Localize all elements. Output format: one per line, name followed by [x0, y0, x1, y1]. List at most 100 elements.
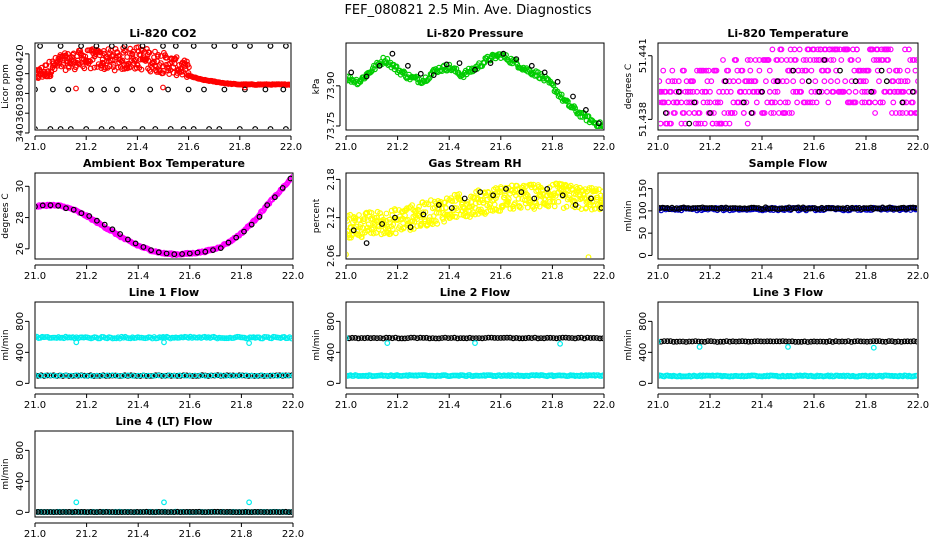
data-point-main [792, 57, 799, 63]
data-point-main [747, 67, 754, 74]
x-tick-label: 21.6 [179, 271, 201, 282]
data-point-main [911, 57, 917, 63]
data-point-main [899, 110, 906, 116]
data-point-reference [220, 509, 227, 515]
data-point-main [731, 110, 738, 116]
x-tick-label: 21.8 [230, 529, 252, 540]
data-point-main [815, 46, 821, 53]
data-point-reference [912, 205, 917, 211]
data-point-high [593, 335, 600, 341]
data-point-main [747, 57, 754, 63]
data-point-reference [118, 509, 125, 515]
data-point-high [445, 335, 452, 342]
data-point-reference [69, 509, 76, 515]
data-point-main [375, 226, 382, 233]
data-point-outliers [347, 335, 349, 341]
data-point-low [600, 372, 603, 379]
data-point-main [870, 57, 877, 63]
figure-title: FEF_080821 2.5 Min. Ave. Diagnostics [344, 3, 591, 18]
data-point-main [670, 99, 677, 106]
data-point-main [681, 67, 687, 74]
data-point-reference [662, 110, 669, 116]
data-point-high [914, 338, 917, 345]
data-point-high [581, 335, 588, 342]
data-point-reference [190, 126, 197, 129]
data-point-main [813, 99, 820, 106]
y-tick-label: 150 [638, 179, 649, 198]
panel-title: Sample Flow [749, 157, 828, 170]
data-point-main [583, 204, 590, 211]
data-point-high [494, 335, 501, 341]
data-point-main [556, 91, 563, 98]
x-tick-label: 21.4 [127, 271, 149, 282]
data-point-low [81, 372, 88, 379]
data-point-high [717, 338, 724, 345]
data-point-main [694, 67, 700, 74]
data-point-high [36, 334, 38, 341]
data-point-main [462, 208, 469, 214]
panel-title: Li-820 CO2 [129, 27, 196, 40]
data-point-high [288, 335, 292, 342]
data-point-reference [217, 245, 224, 252]
data-point-scatter-band [110, 62, 117, 68]
data-point-main [850, 46, 856, 53]
data-point-main [359, 224, 366, 231]
data-point-reference [36, 509, 38, 515]
data-point-reference [272, 194, 278, 201]
data-point-reference [283, 126, 289, 129]
data-point-reference [217, 509, 224, 515]
data-point-reference [101, 86, 107, 93]
data-point-low-cyan [284, 372, 291, 379]
data-point-scatter-band [146, 49, 153, 56]
data-point-reference [160, 44, 166, 49]
panel-title: Li-820 Pressure [427, 27, 524, 40]
data-point-main [659, 99, 661, 106]
data-point-reference [214, 508, 221, 515]
data-point-main [688, 99, 695, 106]
data-point-high [770, 338, 777, 345]
y-axis-label: ml/min [312, 329, 322, 360]
data-point-main [896, 110, 903, 116]
data-point-main [686, 110, 693, 116]
data-point-low-cyan [119, 372, 126, 379]
data-point-main [803, 57, 810, 63]
data-point-high [221, 335, 228, 342]
data-point-main [698, 120, 704, 127]
data-point-reference [139, 44, 146, 49]
data-point-low-cyan [52, 372, 59, 379]
data-point-reference [81, 509, 88, 515]
data-point-main [400, 225, 407, 232]
data-point-high [842, 338, 849, 345]
data-point-high [522, 335, 529, 342]
data-point-main [392, 230, 399, 237]
y-tick-label: 26 [15, 242, 26, 255]
y-axis-label: percent [312, 198, 322, 233]
data-point-main [774, 88, 781, 95]
data-point-main [742, 88, 748, 95]
data-point-main [844, 46, 851, 53]
data-point-high [857, 338, 864, 345]
data-point-main [808, 67, 815, 74]
data-point-reference [252, 126, 259, 129]
data-point-main [673, 88, 680, 95]
data-point-high [358, 335, 365, 341]
data-point-high [550, 335, 557, 341]
x-tick-label: 21.2 [699, 142, 721, 153]
data-point-main [682, 120, 689, 127]
data-point-reference [211, 44, 218, 49]
data-point-main [859, 88, 865, 95]
data-point-main [699, 88, 706, 95]
data-point-reference [66, 509, 72, 515]
data-point-reference [241, 228, 247, 235]
data-point-main [800, 57, 807, 63]
data-point-main [709, 120, 716, 127]
data-point-reference [36, 509, 41, 515]
panel-title: Ambient Box Temperature [83, 157, 245, 170]
data-point-reference [280, 86, 287, 93]
y-tick-label: 400 [638, 343, 649, 362]
data-point-main [743, 99, 750, 106]
data-point-high [711, 338, 718, 345]
data-point-main [524, 192, 531, 199]
x-tick-label: 21.6 [490, 142, 512, 153]
data-point-reference [63, 509, 69, 515]
